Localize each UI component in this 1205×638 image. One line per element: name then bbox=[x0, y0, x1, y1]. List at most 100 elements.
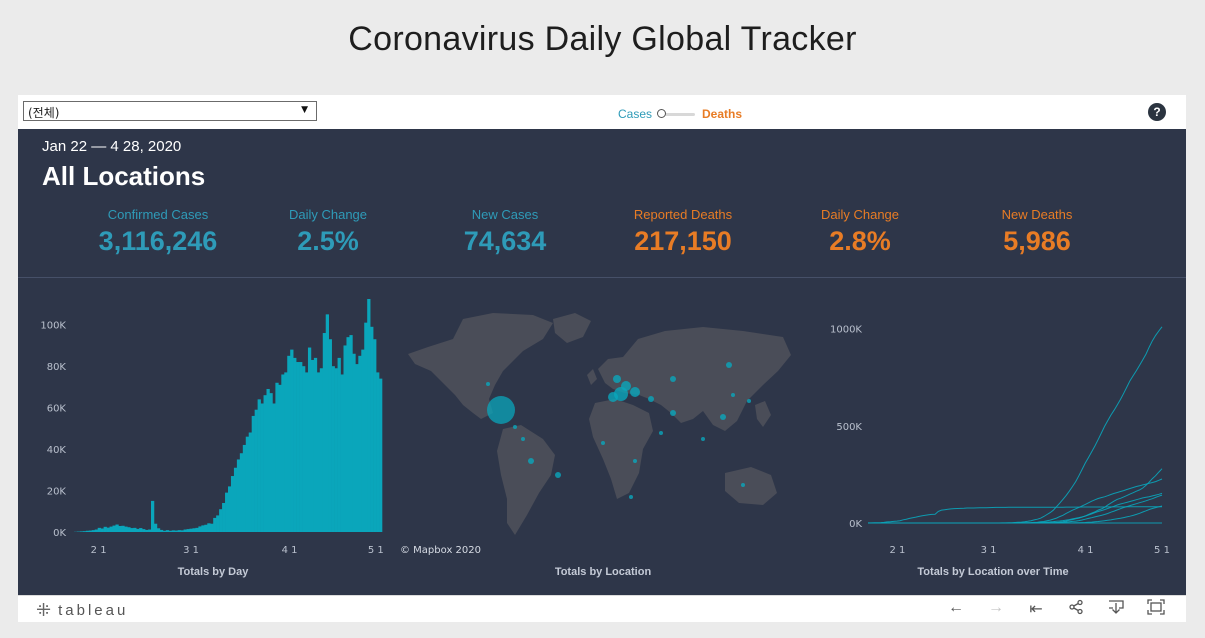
bar[interactable] bbox=[153, 523, 158, 532]
bar[interactable] bbox=[349, 335, 353, 532]
bar[interactable] bbox=[216, 515, 220, 532]
bar[interactable] bbox=[106, 527, 110, 532]
bar[interactable] bbox=[136, 528, 140, 532]
bar[interactable] bbox=[299, 362, 303, 532]
bar[interactable] bbox=[97, 527, 101, 532]
bar[interactable] bbox=[284, 372, 288, 532]
bar[interactable] bbox=[168, 530, 173, 532]
bar[interactable] bbox=[230, 476, 235, 532]
bar[interactable] bbox=[373, 339, 377, 532]
bar[interactable] bbox=[334, 368, 338, 532]
fullscreen-icon[interactable] bbox=[1136, 599, 1176, 620]
series-line[interactable] bbox=[868, 468, 1163, 524]
bar[interactable] bbox=[257, 399, 261, 532]
bar[interactable] bbox=[376, 372, 380, 532]
bar[interactable] bbox=[210, 523, 214, 532]
share-icon[interactable] bbox=[1056, 599, 1096, 620]
series-line[interactable] bbox=[868, 478, 1163, 524]
bar[interactable] bbox=[233, 467, 238, 532]
toggle-knob[interactable] bbox=[657, 109, 667, 118]
bar[interactable] bbox=[316, 372, 321, 532]
bar[interactable] bbox=[156, 528, 161, 532]
bubble-turkey[interactable] bbox=[648, 396, 654, 402]
bubble-east-africa[interactable] bbox=[633, 459, 637, 463]
bubble-italy[interactable] bbox=[630, 387, 640, 397]
bar[interactable] bbox=[379, 378, 383, 532]
download-icon[interactable] bbox=[1096, 599, 1136, 620]
bar[interactable] bbox=[159, 529, 164, 532]
bubble-china[interactable] bbox=[720, 414, 726, 420]
bar[interactable] bbox=[281, 374, 285, 532]
bar[interactable] bbox=[352, 353, 356, 532]
location-bubbles[interactable] bbox=[486, 362, 751, 499]
toggle-cases-label[interactable]: Cases bbox=[618, 107, 653, 121]
bar[interactable] bbox=[278, 384, 282, 532]
bar[interactable] bbox=[307, 347, 312, 532]
bar[interactable] bbox=[322, 333, 327, 532]
bar[interactable] bbox=[367, 299, 371, 532]
bar[interactable] bbox=[225, 492, 229, 532]
undo-icon[interactable]: ← bbox=[948, 599, 964, 616]
bar[interactable] bbox=[88, 530, 93, 532]
bar[interactable] bbox=[162, 530, 167, 532]
bar[interactable] bbox=[124, 526, 128, 532]
bar[interactable] bbox=[79, 531, 84, 532]
bubble-mexico[interactable] bbox=[513, 425, 517, 429]
bar[interactable] bbox=[228, 486, 232, 532]
bar[interactable] bbox=[266, 388, 270, 532]
bar[interactable] bbox=[296, 362, 300, 532]
bar[interactable] bbox=[239, 453, 244, 532]
bar[interactable] bbox=[180, 530, 184, 532]
bar[interactable] bbox=[130, 528, 134, 532]
toggle-deaths-label[interactable]: Deaths bbox=[702, 107, 743, 121]
bar[interactable] bbox=[192, 528, 196, 532]
bar[interactable] bbox=[370, 326, 374, 532]
bar[interactable] bbox=[290, 349, 294, 532]
series-line[interactable] bbox=[868, 506, 1162, 524]
bar[interactable] bbox=[310, 359, 315, 532]
bar[interactable] bbox=[207, 523, 211, 532]
bar[interactable] bbox=[115, 524, 119, 532]
bar[interactable] bbox=[109, 526, 113, 532]
bar[interactable] bbox=[85, 530, 90, 532]
bar[interactable] bbox=[222, 502, 226, 532]
bar[interactable] bbox=[331, 366, 335, 532]
bar[interactable] bbox=[142, 529, 146, 532]
bubble-west-africa[interactable] bbox=[601, 441, 605, 445]
bar[interactable] bbox=[340, 374, 344, 532]
bar[interactable] bbox=[251, 415, 255, 532]
cases-deaths-toggle[interactable]: Cases Deaths bbox=[618, 106, 742, 122]
bar[interactable] bbox=[127, 527, 131, 532]
bar[interactable] bbox=[183, 529, 187, 532]
bar[interactable] bbox=[204, 524, 208, 532]
bar[interactable] bbox=[319, 368, 324, 532]
bar[interactable] bbox=[242, 444, 247, 532]
bar[interactable] bbox=[189, 528, 193, 532]
bar[interactable] bbox=[346, 337, 350, 532]
bubble-south-africa[interactable] bbox=[629, 495, 633, 499]
bar[interactable] bbox=[343, 345, 347, 532]
bubble-arabia[interactable] bbox=[659, 431, 663, 435]
bubble-colombia[interactable] bbox=[521, 437, 525, 441]
bar[interactable] bbox=[201, 525, 205, 532]
bubble-north[interactable] bbox=[726, 362, 732, 368]
totals-by-location-map[interactable] bbox=[403, 309, 793, 549]
bubble-japan[interactable] bbox=[747, 399, 751, 403]
bubble-russia[interactable] bbox=[670, 376, 676, 382]
totals-by-day-chart[interactable]: 100K 80K 60K 40K 20K 0K 2 1 3 1 4 1 5 1 bbox=[18, 299, 398, 559]
tableau-logo[interactable]: ⁜ tableau bbox=[36, 600, 128, 621]
toggle-switch[interactable] bbox=[657, 107, 697, 121]
bar[interactable] bbox=[355, 364, 359, 532]
bar[interactable] bbox=[198, 526, 202, 532]
bar[interactable] bbox=[275, 382, 279, 532]
bar[interactable] bbox=[174, 530, 178, 532]
bar[interactable] bbox=[328, 339, 332, 532]
location-filter-select[interactable]: (전체) ▼ bbox=[23, 101, 317, 121]
bubble-uk[interactable] bbox=[613, 375, 621, 383]
bubble-canada[interactable] bbox=[486, 382, 490, 386]
bubble-australia[interactable] bbox=[741, 483, 745, 487]
bar[interactable] bbox=[100, 528, 104, 532]
bar[interactable] bbox=[186, 529, 190, 532]
bar[interactable] bbox=[236, 459, 241, 532]
bar[interactable] bbox=[305, 372, 309, 532]
